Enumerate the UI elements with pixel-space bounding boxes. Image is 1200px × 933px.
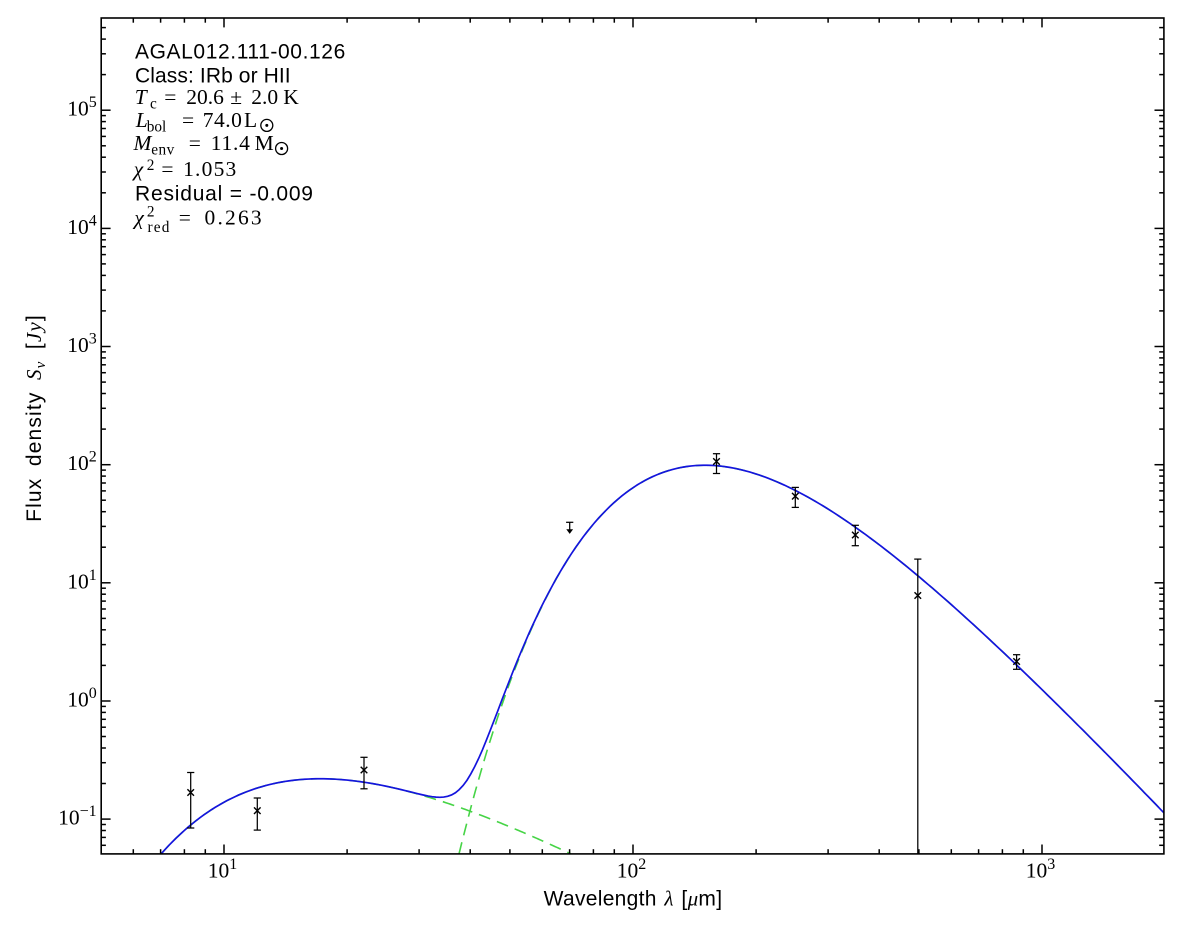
svg-text:Wavelength λ [μm]: Wavelength λ [μm] bbox=[544, 887, 723, 911]
svg-text:AGAL012.111-00.126: AGAL012.111-00.126 bbox=[135, 40, 346, 63]
svg-text:102: 102 bbox=[67, 449, 97, 476]
svg-text:Lbol=74.0L: Lbol = 74.0L bbox=[135, 108, 257, 135]
svg-text:χ2=1.053: χ 2 = 1.053 bbox=[132, 157, 238, 181]
svg-text:104: 104 bbox=[67, 212, 97, 239]
svg-text:Flux density Sν [Jy]: Flux density Sν [Jy] bbox=[22, 314, 49, 522]
svg-text:Class: IRb or HII: Class: IRb or HII bbox=[135, 64, 291, 87]
svg-text:Menv=11.4M: Menv = 11.4 M bbox=[133, 131, 274, 158]
svg-text:Tc=20.6±2.0K: Tc = 20.6 ±2.0 K bbox=[135, 85, 300, 112]
svg-text:Residual = -0.009: Residual = -0.009 bbox=[135, 183, 314, 206]
